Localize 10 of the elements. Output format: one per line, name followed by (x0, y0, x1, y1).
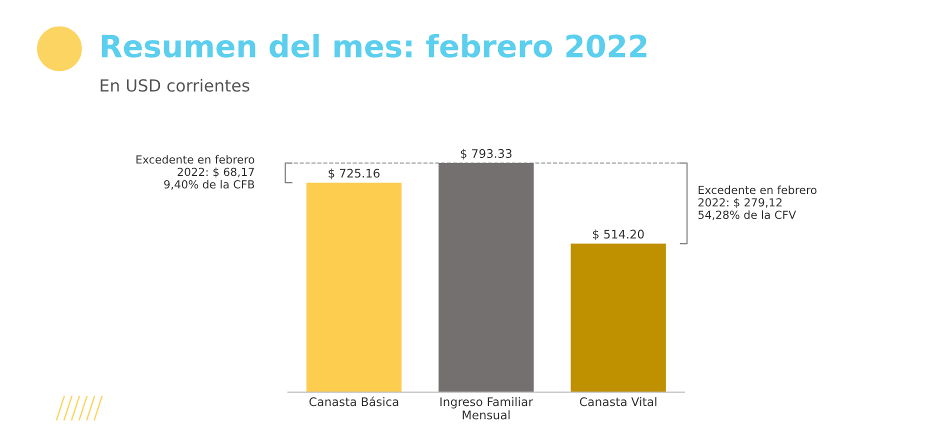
text: Excedente en febrero 2022: $ 279,12 54,28% de la CFV (698, 186, 816, 220)
data-label: $ 514.20 (593, 229, 644, 240)
x-tick-label: Canasta Básica (309, 396, 398, 406)
data-label: $ 725.16 (328, 168, 380, 180)
chart-title: Resumen del mes: febrero 2022 (102, 34, 646, 58)
chart-subtitle: En USD corrientes (100, 78, 250, 92)
data-label: $ 793.33 (460, 148, 512, 160)
x-tick-label: Canasta Vital (580, 397, 656, 406)
text: Excedente en febrero 2022: $ 68,17 9,40% de la CFB (136, 155, 254, 190)
x-tick-label: Ingreso Familiar Mensual (440, 397, 534, 420)
